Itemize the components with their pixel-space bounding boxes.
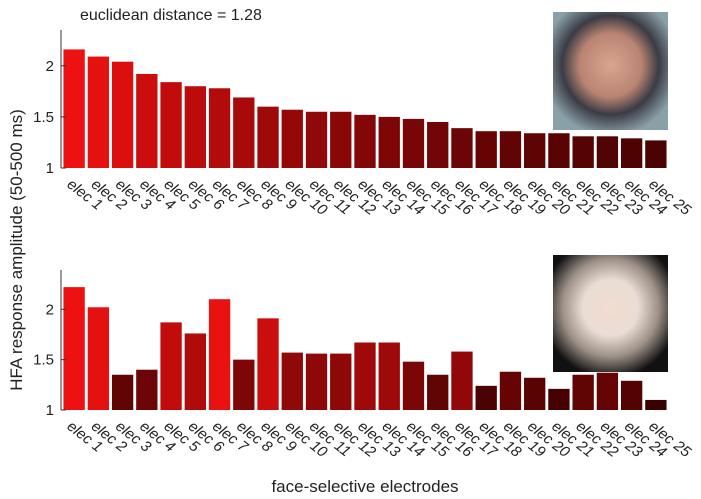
- y-tick-label: 1.5: [33, 109, 54, 126]
- y-tick-label: 2: [46, 301, 54, 318]
- bar: [596, 136, 619, 168]
- bar: [305, 111, 328, 168]
- bar: [572, 136, 594, 168]
- bar: [499, 131, 522, 168]
- bar: [111, 374, 134, 410]
- bar: [475, 385, 497, 410]
- bar: [233, 97, 255, 168]
- bar: [402, 361, 425, 410]
- bar: [620, 138, 643, 168]
- bar: [427, 122, 449, 168]
- bar: [208, 88, 231, 168]
- bar: [548, 388, 570, 410]
- face-photo: [553, 12, 668, 130]
- bar: [184, 86, 206, 168]
- bar: [87, 307, 110, 410]
- bar: [208, 299, 231, 410]
- face-photo: [553, 255, 668, 372]
- bar: [572, 374, 594, 410]
- bar: [111, 61, 134, 168]
- bar: [136, 369, 158, 410]
- bar: [87, 56, 110, 169]
- y-tick-label: 2: [46, 58, 54, 75]
- bar: [281, 109, 303, 168]
- bar: [257, 318, 279, 410]
- bar: [354, 114, 376, 168]
- x-axis-label: face-selective electrodes: [271, 477, 458, 496]
- bar: [63, 287, 85, 410]
- bar: [475, 131, 497, 168]
- bar: [233, 359, 255, 410]
- bar: [354, 342, 376, 410]
- bar: [524, 377, 546, 410]
- bar: [330, 111, 352, 168]
- bar: [451, 351, 473, 410]
- bar: [136, 73, 158, 168]
- bar: [330, 353, 352, 410]
- bar: [499, 371, 522, 410]
- bar: [402, 118, 425, 168]
- bar: [451, 128, 473, 168]
- bar: [63, 49, 85, 168]
- bar: [184, 333, 206, 410]
- bar: [645, 140, 667, 168]
- bar: [257, 106, 279, 168]
- bar: [305, 353, 328, 410]
- y-tick-label: 1: [46, 402, 54, 419]
- bar: [548, 133, 570, 168]
- bar: [427, 374, 449, 410]
- y-tick-label: 1: [46, 160, 54, 177]
- bar: [378, 342, 400, 410]
- annotation: euclidean distance = 1.28: [80, 7, 262, 24]
- bar: [620, 380, 643, 410]
- bar: [596, 372, 619, 410]
- y-tick-label: 1.5: [33, 352, 54, 369]
- bar: [524, 133, 546, 168]
- bar: [160, 322, 182, 410]
- bar: [645, 399, 667, 410]
- bar: [378, 116, 400, 168]
- bar: [160, 82, 182, 168]
- y-axis-label: HFA response amplitude (50-500 ms): [7, 109, 26, 391]
- bar: [281, 352, 303, 410]
